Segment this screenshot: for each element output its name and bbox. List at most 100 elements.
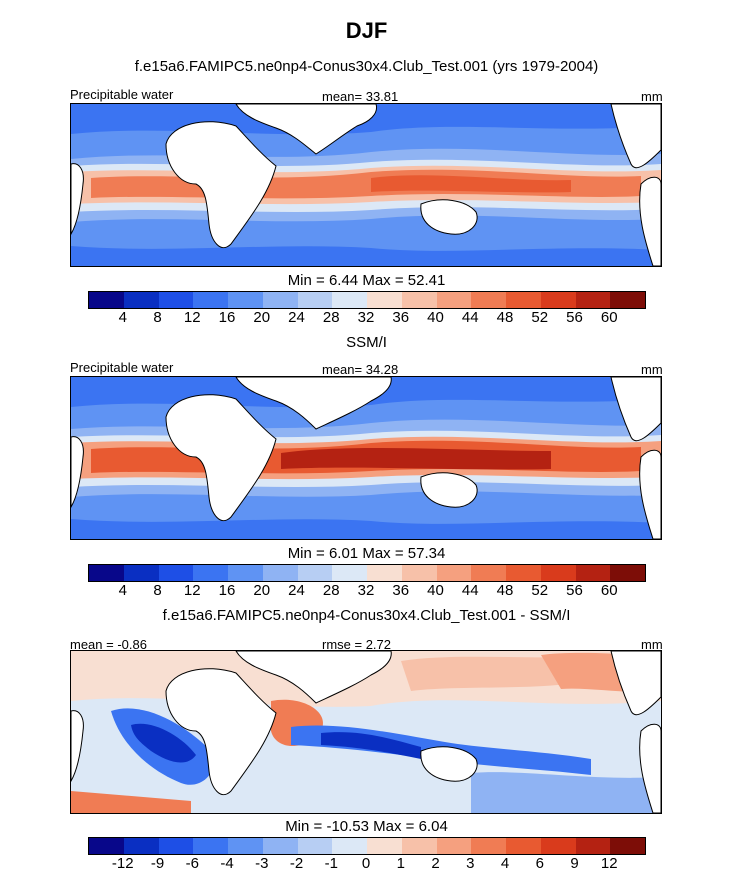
south-america-west-landmass	[71, 163, 84, 235]
colorbar-tick-label: 20	[253, 582, 271, 599]
panel-3-colorbar	[88, 837, 646, 855]
colorbar-box	[262, 838, 298, 854]
colorbar-box	[471, 838, 506, 854]
panel-3-units-label: mm	[641, 637, 663, 652]
contour-band	[321, 732, 421, 759]
panel-2-max-text: Max = 57.34	[362, 545, 446, 562]
panel-3-colorbar-ticks: -12 -9 -6 -4 -3 -2 -1 0 1 2 3 4 6 9 12	[88, 855, 644, 873]
africa-landmass	[165, 121, 277, 249]
colorbar-tick-label: 44	[461, 582, 479, 599]
panel-3-rmse-label: rmse = 2.72	[322, 637, 392, 652]
colorbar-tick-label: 0	[361, 855, 371, 872]
colorbar-tick-label: 6	[535, 855, 544, 872]
colorbar-tick-label: 56	[566, 582, 583, 599]
colorbar-box	[332, 838, 367, 854]
panel-3-map	[70, 650, 662, 814]
colorbar-tick-label: 48	[496, 582, 514, 599]
south-america-west-landmass	[71, 710, 84, 782]
panel-3-max-text: Max = 6.04	[373, 818, 448, 835]
colorbar-box	[193, 838, 228, 854]
panel-1-title: f.e15a6.FAMIPC5.ne0np4-Conus30x4.Club_Te…	[134, 58, 599, 75]
panel-3-minmax: Min = -10.53 Max = 6.04	[0, 818, 733, 835]
colorbar-tick-label: 60	[600, 582, 618, 599]
south-america-landmass	[639, 176, 661, 266]
panel-2-colorbar	[88, 564, 646, 582]
colorbar-tick-label: 1	[396, 855, 405, 872]
colorbar-box	[436, 292, 472, 308]
panel-1-variable-label: Precipitable water	[70, 87, 174, 102]
colorbar-tick-label: 12	[183, 309, 201, 326]
colorbar-tick-label: 52	[531, 582, 549, 599]
north-america-landmass	[610, 651, 661, 716]
colorbar-box	[610, 838, 645, 854]
colorbar-tick-label: 36	[392, 309, 410, 326]
colorbar-box	[262, 565, 298, 581]
colorbar-box	[89, 292, 124, 308]
colorbar-tick-label: -4	[220, 855, 234, 872]
eurasia-landmass	[235, 104, 378, 155]
panel-3-mean-label: mean = -0.86	[70, 637, 147, 652]
colorbar-tick-label: 2	[431, 855, 440, 872]
south-america-landmass	[639, 723, 661, 813]
panel-1-units-label: mm	[641, 89, 663, 104]
panel-3-map-svg	[71, 651, 661, 813]
colorbar-tick-label: 40	[427, 582, 444, 599]
colorbar-box	[401, 838, 437, 854]
panel-2-map	[70, 376, 662, 540]
contour-band	[281, 447, 551, 470]
contour-band	[371, 175, 571, 193]
colorbar-box	[575, 292, 611, 308]
colorbar-box	[158, 292, 194, 308]
colorbar-box	[401, 292, 437, 308]
colorbar-box	[610, 565, 645, 581]
eurasia-landmass	[235, 377, 392, 430]
panel-1-mean-label: mean= 33.81	[322, 89, 399, 104]
contour-band	[71, 246, 661, 266]
colorbar-tick-label: 4	[500, 855, 510, 872]
colorbar-box	[297, 838, 333, 854]
panel-1-colorbar-ticks: 4 8 12 16 20 24 28 32 36 40 44 48 52 56 60	[88, 309, 644, 327]
panel-3-title: f.e15a6.FAMIPC5.ne0np4-Conus30x4.Club_Te…	[162, 607, 571, 624]
colorbar-box	[158, 838, 194, 854]
colorbar-tick-label: 20	[253, 309, 271, 326]
colorbar-box	[506, 292, 541, 308]
colorbar-tick-label: 52	[531, 309, 549, 326]
colorbar-box	[471, 565, 506, 581]
panel-1-map	[70, 103, 662, 267]
colorbar-tick-label: -2	[289, 855, 304, 872]
colorbar-box	[575, 838, 611, 854]
colorbar-tick-label: 60	[600, 309, 618, 326]
colorbar-box	[89, 565, 124, 581]
contour-band	[131, 723, 196, 763]
colorbar-tick-label: 40	[427, 309, 444, 326]
colorbar-tick-label: 3	[466, 855, 475, 872]
colorbar-box	[367, 838, 402, 854]
colorbar-tick-label: -3	[255, 855, 269, 872]
panel-2-colorbar-ticks: 4 8 12 16 20 24 28 32 36 40 44 48 52 56 60	[88, 582, 644, 600]
panel-1-max-text: Max = 52.41	[362, 272, 446, 289]
colorbar-box	[158, 565, 194, 581]
contour-band	[71, 519, 661, 539]
colorbar-tick-label: 44	[461, 309, 479, 326]
colorbar-box	[89, 838, 124, 854]
colorbar-tick-label: -1	[324, 855, 338, 872]
colorbar-box	[401, 565, 437, 581]
australia-landmass	[420, 746, 478, 782]
colorbar-tick-label: 16	[218, 309, 236, 326]
colorbar-tick-label: 24	[288, 309, 305, 326]
colorbar-box	[436, 565, 472, 581]
panel-1-min-text: Min = 6.44	[287, 272, 359, 289]
colorbar-tick-label: 8	[153, 309, 162, 326]
colorbar-box	[123, 565, 159, 581]
colorbar-box	[610, 292, 645, 308]
north-america-landmass	[610, 377, 661, 442]
colorbar-tick-label: -6	[185, 855, 199, 872]
south-america-west-landmass	[71, 436, 84, 508]
colorbar-box	[193, 565, 228, 581]
figure-title: DJF	[345, 18, 388, 43]
colorbar-box	[123, 292, 159, 308]
colorbar-tick-label: -12	[111, 855, 134, 872]
colorbar-tick-label: 4	[118, 582, 127, 599]
panel-1-map-svg	[71, 104, 661, 266]
panel-2-variable-label: Precipitable water	[70, 360, 174, 375]
